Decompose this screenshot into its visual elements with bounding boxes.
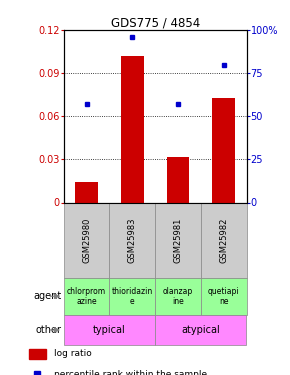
Bar [110, 202, 155, 278]
Bar [75, 182, 98, 203]
Text: GSM25981: GSM25981 [173, 217, 182, 262]
Bar [64, 315, 155, 345]
Bar [201, 278, 246, 315]
Text: quetiapi
ne: quetiapi ne [208, 286, 240, 306]
Bar [201, 202, 246, 278]
Text: typical: typical [93, 325, 126, 335]
Bar [28, 349, 46, 359]
Bar [166, 156, 189, 203]
Bar [212, 98, 235, 202]
Bar [155, 315, 246, 345]
Bar [155, 278, 201, 315]
Bar [64, 278, 110, 315]
Text: GSM25980: GSM25980 [82, 217, 91, 262]
Text: atypical: atypical [182, 325, 220, 335]
Bar [110, 278, 155, 315]
Text: log ratio: log ratio [54, 350, 92, 358]
Text: percentile rank within the sample: percentile rank within the sample [54, 370, 207, 375]
Title: GDS775 / 4854: GDS775 / 4854 [110, 17, 200, 30]
Text: agent: agent [34, 291, 62, 301]
Text: thioridazin
e: thioridazin e [112, 286, 153, 306]
Bar [121, 56, 144, 202]
Bar [64, 202, 110, 278]
Text: GSM25982: GSM25982 [219, 217, 228, 262]
Text: chlorprom
azine: chlorprom azine [67, 286, 106, 306]
Text: olanzap
ine: olanzap ine [163, 286, 193, 306]
Text: GSM25983: GSM25983 [128, 217, 137, 263]
Bar [155, 202, 201, 278]
Text: other: other [36, 325, 62, 335]
